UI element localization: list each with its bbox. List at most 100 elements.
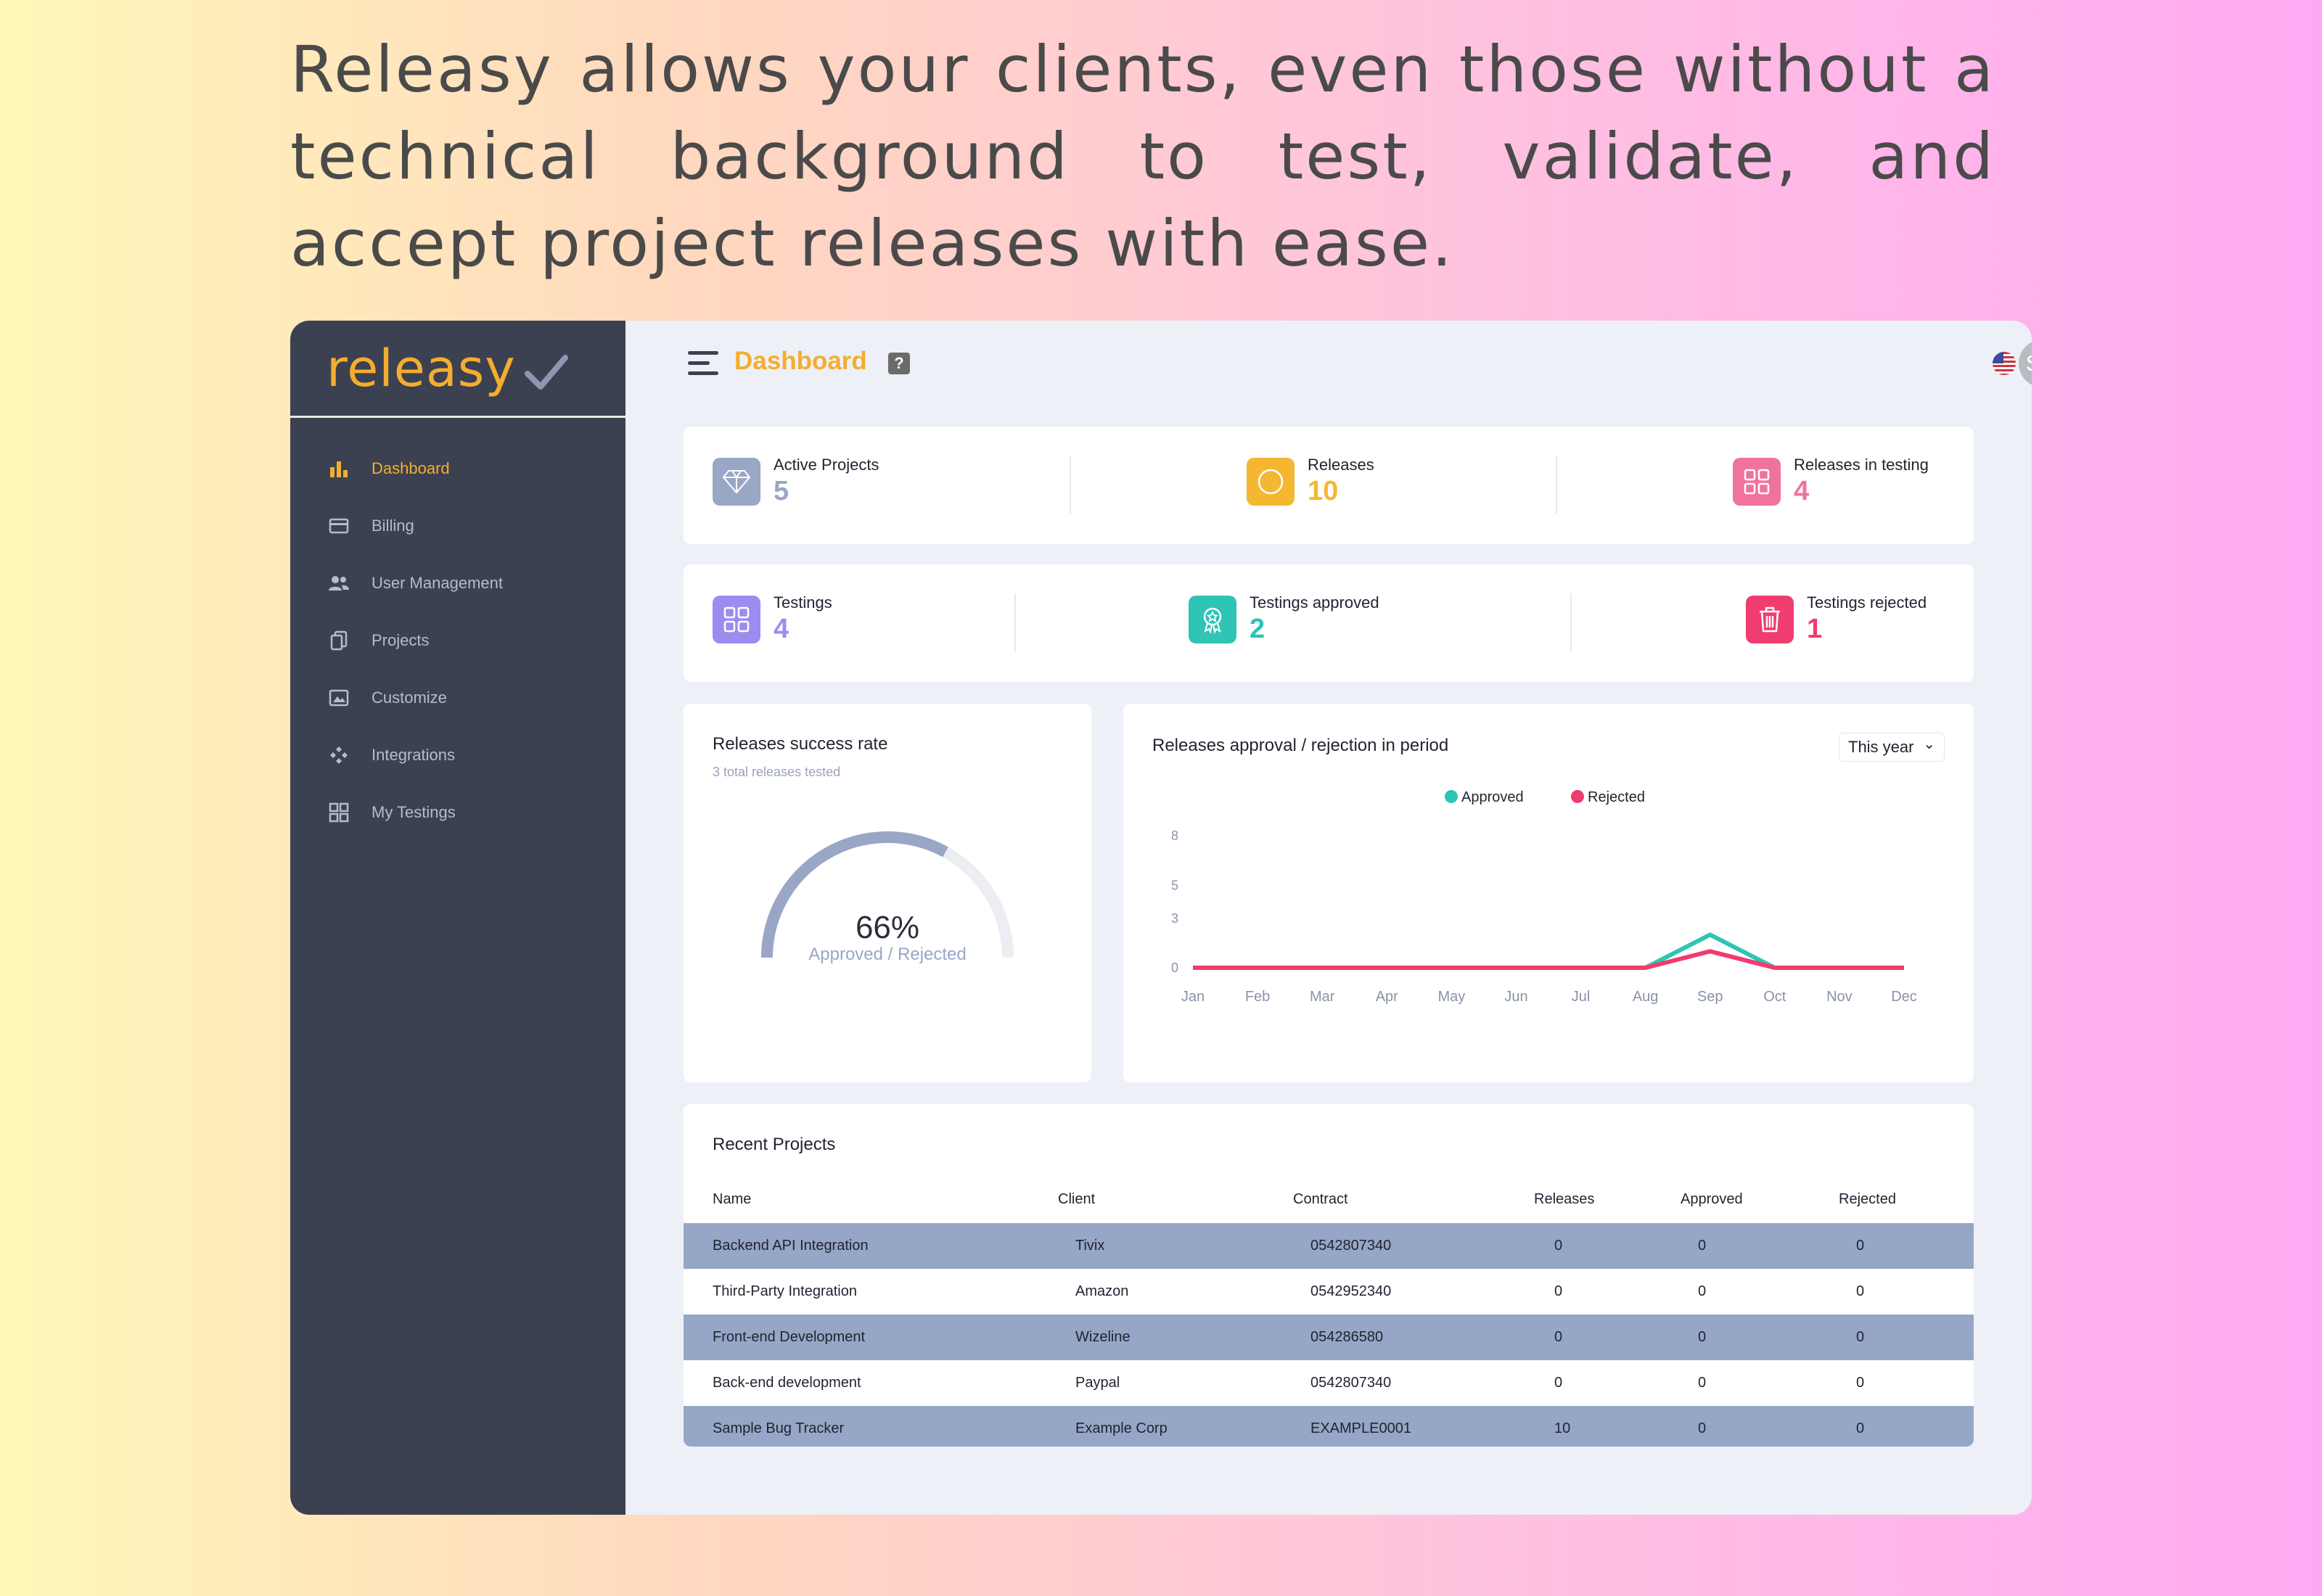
sidebar-item-billing[interactable]: Billing [290, 497, 625, 554]
x-tick-label: Mar [1310, 989, 1335, 1005]
sidebar-item-label: User Management [372, 573, 503, 592]
sidebar-item-label: My Testings [372, 802, 456, 821]
cell-contract: 054286580 [1293, 1315, 1534, 1360]
series-line-approved [1193, 932, 1904, 970]
column-header-releases[interactable]: Releases [1534, 1190, 1595, 1207]
cell-name: Backend API Integration [684, 1223, 1058, 1269]
sidebar-item-user-management[interactable]: User Management [290, 554, 625, 612]
recent-projects-card: Recent Projects Name Client Contract Rel… [684, 1104, 1974, 1447]
gauge-fill [761, 831, 948, 958]
divider [1570, 593, 1572, 651]
stat-value: 5 [774, 476, 789, 506]
cell-client: Tivix [1058, 1223, 1293, 1269]
stat-value: 10 [1308, 476, 1339, 506]
checkmark-icon [524, 354, 568, 390]
divider [1556, 456, 1557, 514]
top-bar: Dashboard ? SM [625, 321, 2032, 408]
sidebar-item-label: Billing [372, 516, 414, 535]
sidebar-item-my-testings[interactable]: My Testings [290, 783, 625, 841]
divider [1070, 456, 1071, 514]
grid-icon [328, 802, 350, 823]
table-row[interactable]: Back-end development Paypal 0542807340 0… [684, 1360, 1974, 1406]
help-icon[interactable]: ? [888, 353, 910, 374]
x-tick-label: Dec [1891, 989, 1917, 1005]
sidebar-item-label: Customize [372, 688, 447, 707]
projects-table: Name Client Contract Releases Approved R… [684, 1175, 1974, 1447]
stat-label: Testings [774, 593, 832, 612]
card-title: Recent Projects [713, 1135, 836, 1154]
sidebar-item-label: Projects [372, 630, 430, 649]
sidebar-item-dashboard[interactable]: Dashboard [290, 440, 625, 497]
column-header-approved[interactable]: Approved [1681, 1190, 1743, 1207]
cell-rejected: 0 [1839, 1406, 1974, 1447]
line-chart: Approved Rejected 0 3 5 8 Jan Feb Mar Apr May Jun… [1171, 789, 1917, 1005]
card-title: Releases approval / rejection in period [1152, 736, 1449, 755]
logo[interactable]: releasy [290, 321, 625, 418]
app-window: releasy Dashboard Billing [290, 321, 2032, 1515]
x-tick-label: May [1437, 989, 1465, 1005]
cell-name: Front-end Development [684, 1315, 1058, 1360]
y-tick-label: 0 [1171, 961, 1178, 975]
stat-value: 2 [1250, 614, 1265, 644]
table-row[interactable]: Sample Bug Tracker Example Corp EXAMPLE0… [684, 1406, 1974, 1447]
cell-name: Back-end development [713, 1375, 861, 1391]
cell-approved: 0 [1681, 1406, 1839, 1447]
stat-testings-rejected[interactable]: Testings rejected 1 [1746, 593, 1927, 645]
table-row[interactable]: Third-Party Integration Amazon 054295234… [684, 1269, 1974, 1315]
trash-icon [1746, 595, 1794, 643]
column-header-client[interactable]: Client [1058, 1190, 1096, 1207]
stat-label: Testings rejected [1807, 593, 1927, 612]
cell-contract: 0542952340 [1310, 1283, 1392, 1299]
cell-approved: 0 [1698, 1375, 1707, 1391]
stat-active-projects[interactable]: Active Projects 5 [713, 456, 879, 507]
column-header-name[interactable]: Name [713, 1190, 752, 1207]
us-flag-icon[interactable] [1993, 352, 2016, 375]
cell-rejected: 0 [1839, 1315, 1974, 1360]
sidebar-item-integrations[interactable]: Integrations [290, 726, 625, 783]
avatar[interactable]: SM [2019, 340, 2032, 387]
stat-testings[interactable]: Testings 4 [713, 593, 832, 645]
stat-releases-in-testing[interactable]: Releases in testing 4 [1733, 456, 1929, 507]
cell-rejected: 0 [1856, 1375, 1865, 1391]
cell-client: Paypal [1075, 1375, 1120, 1391]
cell-name: Sample Bug Tracker [684, 1406, 1058, 1447]
y-tick-label: 5 [1171, 878, 1178, 892]
success-gauge [761, 831, 1014, 958]
column-header-contract[interactable]: Contract [1293, 1190, 1348, 1207]
menu-toggle-icon[interactable] [688, 351, 718, 376]
cell-releases: 0 [1554, 1375, 1563, 1391]
sidebar: releasy Dashboard Billing [290, 321, 625, 1515]
diamond-icon [713, 457, 760, 506]
cell-client: Amazon [1075, 1283, 1129, 1299]
card-title: Releases success rate [713, 734, 888, 754]
x-tick-label: Jan [1181, 989, 1205, 1005]
sidebar-nav: Dashboard Billing User Management Projec… [290, 418, 625, 841]
cell-approved: 0 [1681, 1223, 1839, 1269]
stat-value: 4 [774, 614, 789, 644]
column-header-rejected[interactable]: Rejected [1839, 1190, 1896, 1207]
table-row[interactable]: Backend API Integration Tivix 0542807340… [684, 1223, 1974, 1269]
cell-approved: 0 [1698, 1283, 1707, 1299]
sidebar-item-customize[interactable]: Customize [290, 669, 625, 726]
cell-contract: 0542807340 [1293, 1223, 1534, 1269]
page-title: Dashboard [734, 347, 867, 375]
sidebar-item-label: Dashboard [372, 458, 450, 477]
x-tick-label: Jun [1504, 989, 1527, 1005]
users-icon [328, 572, 350, 594]
cell-name: Third-Party Integration [713, 1283, 857, 1299]
cell-releases: 0 [1534, 1223, 1681, 1269]
table-header-row: Name Client Contract Releases Approved R… [684, 1175, 1974, 1223]
series-line-rejected [1193, 949, 1904, 970]
table-row[interactable]: Front-end Development Wizeline 054286580… [684, 1315, 1974, 1360]
stat-releases[interactable]: Releases 10 [1247, 456, 1374, 507]
sidebar-item-projects[interactable]: Projects [290, 612, 625, 669]
stat-value: 4 [1794, 476, 1810, 506]
cell-releases: 0 [1554, 1283, 1563, 1299]
bar-chart-icon [328, 458, 350, 480]
period-select[interactable]: This year [1839, 731, 1945, 762]
grid-icon [1733, 457, 1781, 506]
stat-testings-approved[interactable]: Testings approved 2 [1189, 593, 1379, 645]
stat-label: Releases [1308, 456, 1374, 474]
stat-label: Testings approved [1250, 593, 1379, 612]
x-tick-label: Nov [1826, 989, 1853, 1005]
